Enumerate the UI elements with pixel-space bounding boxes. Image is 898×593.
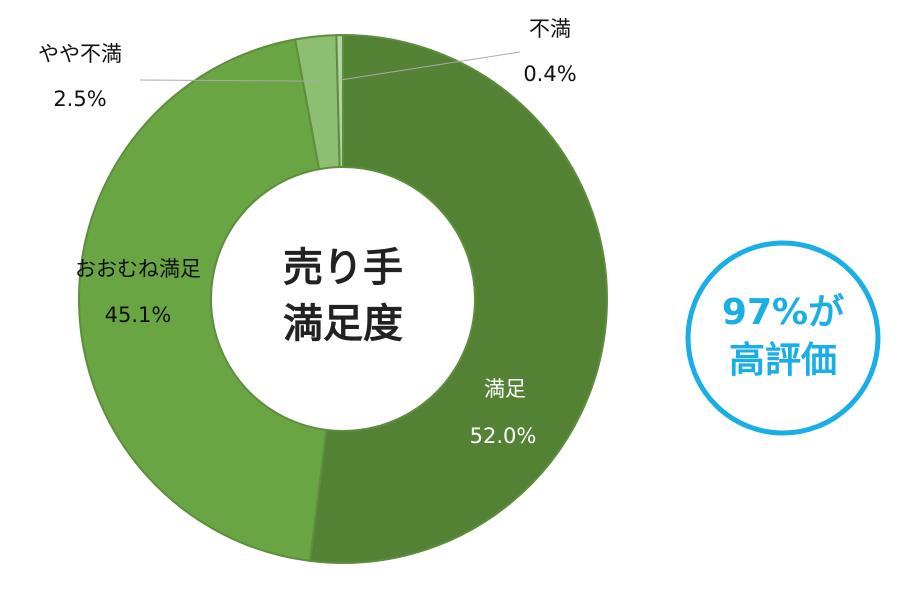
leader-line	[139, 79, 321, 82]
value-label: 2.5%	[53, 87, 106, 111]
category-label: おおむね満足	[75, 257, 201, 281]
slice	[308, 33, 608, 564]
value-label: 45.1%	[105, 303, 172, 327]
center-text: 売り手	[283, 245, 403, 291]
center-text: 満足度	[283, 301, 403, 347]
value-label: 0.4%	[523, 62, 576, 86]
badge-text: 高評価	[729, 340, 837, 381]
value-label: 52.0%	[470, 424, 537, 448]
category-label: 満足	[484, 377, 526, 401]
badge-text: 97%が	[722, 292, 844, 333]
slice	[78, 38, 328, 563]
donut	[78, 33, 608, 564]
slice	[335, 33, 344, 169]
category-label: やや不満	[38, 42, 122, 66]
badge	[685, 240, 881, 436]
category-label: 不満	[529, 17, 571, 41]
leader-line	[340, 51, 521, 81]
